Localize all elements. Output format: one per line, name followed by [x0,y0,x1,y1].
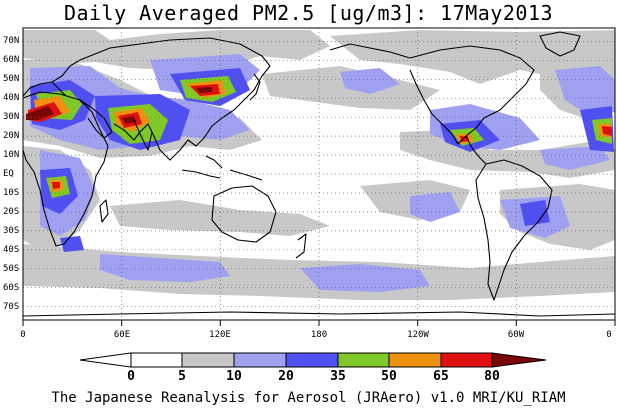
lat-label-10n: 10N [3,150,20,160]
colorbar-label-10: 10 [226,369,242,384]
lat-label-50n: 50N [3,74,20,84]
lat-label-10s: 10S [3,188,20,198]
layer-darkred [26,87,212,124]
lon-label-0-left: 0 [20,330,26,340]
map-title: Daily Averaged PM2.5 [ug/m3]: 17May2013 [63,1,554,25]
colorbar-bin-0-5 [130,352,183,368]
colorbar-arrow-right [491,352,547,368]
lat-label-70n: 70N [3,36,20,46]
colorbar-bin-20-35 [285,352,339,368]
colorbar-bin-5-10 [181,352,235,368]
lat-label-20n: 20N [3,131,20,141]
coastlines [22,31,616,317]
lon-label-120w: 120W [407,330,429,340]
colorbar-label-65: 65 [433,369,449,384]
lon-label-0-right: 0 [606,330,612,340]
colorbar-bin-50-65 [388,352,442,368]
lat-label-60s: 60S [3,283,20,293]
lon-ticks [22,320,616,326]
lat-label-30n: 30N [3,112,20,122]
colorbar-label-0: 0 [127,369,135,384]
colorbar-bin-65-80 [440,352,493,368]
colorbar [79,352,547,368]
gridlines [23,28,615,320]
lat-label-20s: 20S [3,207,20,217]
colorbar-label-50: 50 [381,369,397,384]
colorbar-label-80: 80 [484,369,500,384]
colorbar-bin-35-50 [337,352,390,368]
lat-label-40n: 40N [3,93,20,103]
colorbar-label-35: 35 [330,369,346,384]
credit-line: The Japanese Reanalysis for Aerosol (JRA… [51,390,566,406]
colorbar-arrow-left [79,352,132,368]
colorbar-label-20: 20 [278,369,294,384]
lon-label-60e: 60E [113,330,131,340]
lat-label-50s: 50S [3,264,20,274]
lat-label-40s: 40S [3,245,20,255]
lat-label-30s: 30S [3,226,20,236]
lat-label-eq: EQ [3,169,14,179]
lon-label-120e: 120E [209,330,231,340]
lat-label-70s: 70S [3,302,20,312]
lon-label-180: 180 [310,330,328,340]
colorbar-label-5: 5 [178,369,186,384]
lon-label-60w: 60W [507,330,525,340]
colorbar-bin-10-20 [233,352,287,368]
lat-label-60n: 60N [3,55,20,65]
